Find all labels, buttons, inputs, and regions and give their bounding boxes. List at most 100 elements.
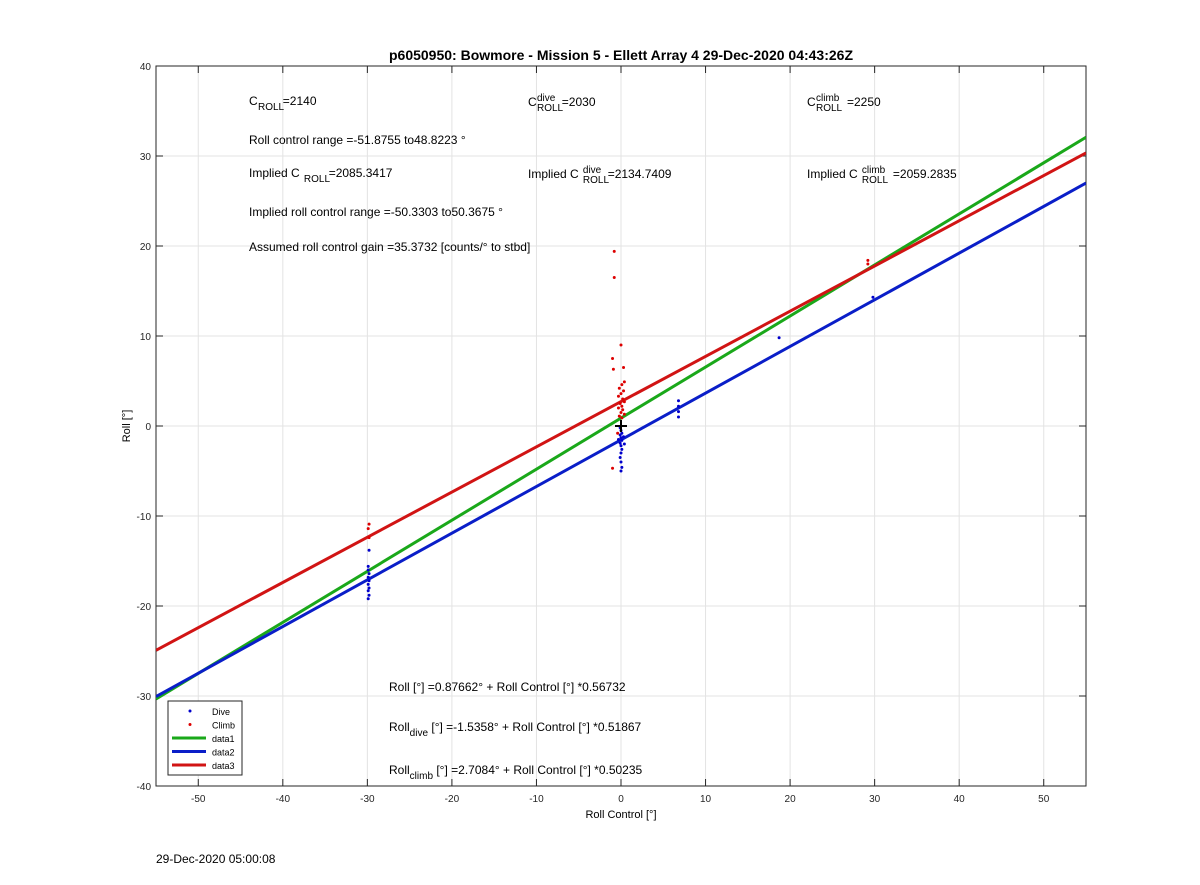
data-point-climb [619,411,623,414]
x-tick-label: -30 [360,794,375,805]
c-roll-climb-value: =2250 [847,95,881,109]
data-point-dive [620,465,624,469]
x-tick-label: -40 [276,794,291,805]
data-point-climb [612,249,616,253]
data-point-climb [621,408,625,412]
data-point-climb [617,386,621,390]
legend-marker-climb [188,723,192,726]
implied-c-roll-dive-base: Implied C [528,167,579,181]
data-point-dive [367,548,371,552]
x-tick-label: 10 [700,794,712,805]
data-point-dive [622,435,626,439]
legend-label-data1: data1 [212,734,235,744]
data-point-climb [622,389,626,393]
c-roll-climb-sup: climb [816,93,840,104]
implied-c-roll-climb-value: =2059.2835 [893,167,957,181]
y-tick-label: -20 [137,602,152,613]
y-tick-label: -30 [137,692,152,703]
legend-label-data2: data2 [212,748,235,758]
data-point-dive [620,447,624,451]
data-point-dive [619,436,623,440]
data-point-climb [611,357,615,360]
data-point-climb [616,431,620,435]
data-point-dive [676,415,680,419]
series-line-data3 [156,151,1086,652]
data-point-dive [367,586,371,590]
c-roll-climb-sub: ROLL [816,103,843,114]
data-point-dive [618,441,622,445]
roll-control-range: Roll control range =-51.8755 to48.8223 ° [249,133,466,147]
data-point-dive [618,433,622,437]
data-point-dive [367,579,371,583]
data-point-dive [616,438,620,441]
implied-c-roll-value: =2085.3417 [329,166,393,180]
y-tick-label: -10 [137,512,152,523]
x-tick-label: 50 [1038,794,1050,805]
data-point-dive [366,582,370,586]
data-point-dive [366,589,370,593]
data-point-climb [619,392,623,396]
data-point-climb [367,536,371,540]
x-tick-label: 0 [618,794,624,805]
data-point-dive [366,564,370,568]
data-point-dive [619,460,623,464]
data-point-climb [616,406,620,410]
data-point-climb [611,367,615,371]
print-timestamp: 29-Dec-2020 05:00:08 [156,852,276,866]
data-point-dive [676,404,680,408]
data-point-climb [866,262,870,266]
data-point-climb [617,414,621,418]
y-tick-label: 20 [140,242,152,253]
data-point-dive [676,410,680,414]
y-tick-label: 0 [145,422,151,433]
data-point-dive [367,572,371,576]
y-tick-label: 40 [140,62,152,73]
data-point-climb [622,400,626,404]
data-point-climb [620,383,624,387]
data-point-climb [612,276,616,279]
c-roll-dive-base: C [528,95,537,109]
x-axis-label: Roll Control [°] [585,809,656,821]
equation-climb: Rollclimb [°] =2.7084° + Roll Control [°… [389,763,643,782]
data-point-climb [366,527,370,531]
implied-c-roll-dive-value: =2134.7409 [608,167,672,181]
data-point-climb [611,466,615,470]
data-point-climb [622,366,626,369]
data-point-dive [622,442,626,446]
implied-c-roll-sub: ROLL [304,174,331,185]
implied-c-roll-climb-base: Implied C [807,167,858,181]
data-point-climb [866,258,870,262]
data-point-dive [871,295,875,299]
data-point-climb [622,380,626,384]
c-roll-dive-value: =2030 [562,95,596,109]
implied-c-roll-climb-sup: climb [862,165,886,176]
data-point-dive [366,597,370,601]
x-tick-label: -20 [445,794,460,805]
data-point-dive [777,336,781,340]
c-roll-base: C [249,94,258,108]
c-roll-sub: ROLL [258,102,285,113]
data-point-climb [618,402,622,405]
c-roll-value: =2140 [283,94,317,108]
data-point-dive [676,399,680,403]
implied-roll-control-range: Implied roll control range =-50.3303 to5… [249,205,503,219]
x-tick-label: 20 [785,794,797,805]
data-point-dive [366,568,370,572]
x-tick-label: -10 [529,794,544,805]
data-point-dive [619,469,623,473]
c-roll-dive-sub: ROLL [537,103,564,114]
y-tick-label: 30 [140,152,152,163]
chart-title: p6050950: Bowmore - Mission 5 - Ellett A… [389,47,853,63]
equation-all: Roll [°] =0.87662° + Roll Control [°] *0… [389,680,626,694]
c-roll-dive-sup: dive [537,93,556,104]
x-tick-label: 40 [954,794,966,805]
y-tick-label: 10 [140,332,152,343]
assumed-gain: Assumed roll control gain =35.3732 [coun… [249,240,530,254]
data-point-dive [620,438,624,442]
data-point-dive [367,593,371,597]
data-point-climb [620,404,624,408]
legend-label-data3: data3 [212,761,235,771]
data-point-dive [619,451,623,455]
legend-marker-dive [188,709,192,713]
